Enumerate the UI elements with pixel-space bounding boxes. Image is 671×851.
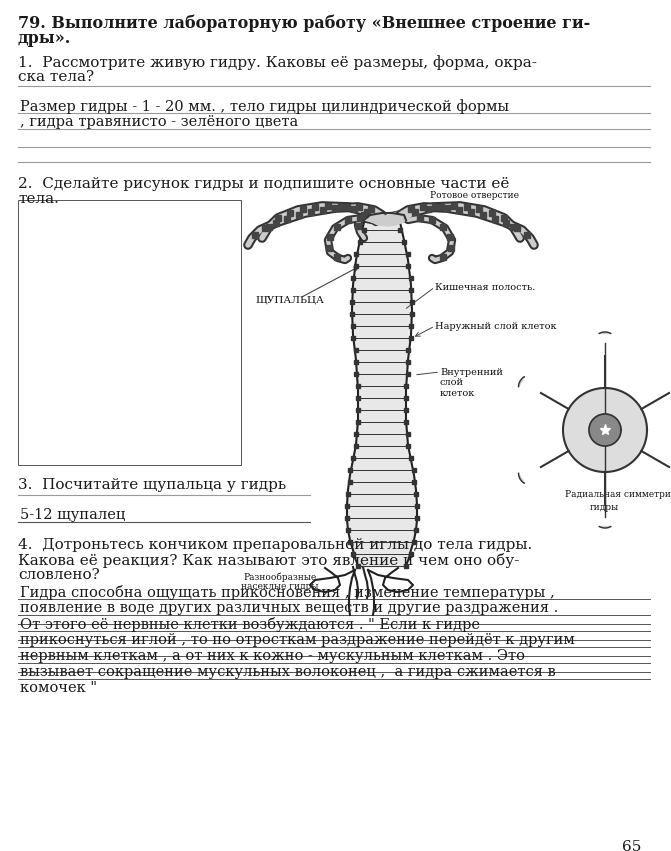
Text: 2.  Сделайте рисунок гидры и подпишите основные части её: 2. Сделайте рисунок гидры и подпишите ос… bbox=[18, 177, 509, 191]
Text: появление в воде других различных веществ и другие раздражения .: появление в воде других различных вещест… bbox=[20, 601, 558, 615]
Text: дры».: дры». bbox=[18, 30, 71, 47]
Text: ЩУПАЛЬЦА: ЩУПАЛЬЦА bbox=[255, 295, 324, 304]
Text: 79. Выполните лабораторную работу «Внешнее строение ги-: 79. Выполните лабораторную работу «Внешн… bbox=[18, 14, 590, 31]
Bar bbox=[18, 200, 241, 465]
Text: От этого её нервные клетки возбуждаются . " Если к гидре: От этого её нервные клетки возбуждаются … bbox=[20, 617, 480, 632]
Polygon shape bbox=[347, 222, 417, 567]
Text: , гидра травянисто - зелёного цвета: , гидра травянисто - зелёного цвета bbox=[20, 115, 298, 129]
Polygon shape bbox=[563, 388, 647, 472]
Polygon shape bbox=[599, 527, 611, 528]
Text: комочек ": комочек " bbox=[20, 681, 97, 695]
Text: вызывает сокращение мускульных волоконец ,  а гидра сжимается в: вызывает сокращение мускульных волоконец… bbox=[20, 665, 556, 679]
Text: 4.  Дотроньтесь кончиком препаровальной иглы до тела гидры.: 4. Дотроньтесь кончиком препаровальной и… bbox=[18, 538, 532, 552]
Polygon shape bbox=[589, 414, 621, 446]
Text: Кишечная полость.: Кишечная полость. bbox=[435, 283, 535, 292]
Text: Гидра способна ощущать прикосновения , изменение температуры ,: Гидра способна ощущать прикосновения , и… bbox=[20, 585, 555, 600]
Text: прикоснуться иглой , то по отросткам раздражение перейдёт к другим: прикоснуться иглой , то по отросткам раз… bbox=[20, 633, 575, 647]
Text: ска тела?: ска тела? bbox=[18, 70, 94, 84]
Text: Размер гидры - 1 - 20 мм. , тело гидры цилиндрической формы: Размер гидры - 1 - 20 мм. , тело гидры ц… bbox=[20, 99, 509, 114]
Text: 5-12 щупалец: 5-12 щупалец bbox=[20, 508, 125, 522]
Polygon shape bbox=[519, 377, 524, 386]
Text: словлено?: словлено? bbox=[18, 568, 100, 582]
Text: 3.  Посчитайте щупальца у гидрь: 3. Посчитайте щупальца у гидрь bbox=[18, 478, 286, 492]
Text: 65: 65 bbox=[622, 840, 641, 851]
Polygon shape bbox=[364, 214, 406, 226]
Text: Разнообразные: Разнообразные bbox=[244, 572, 317, 581]
Text: гидры: гидры bbox=[590, 503, 619, 512]
Text: нервным клеткам , а от них к кожно - мускульным клеткам . Это: нервным клеткам , а от них к кожно - мус… bbox=[20, 649, 525, 663]
Text: Радиальная симметрия: Радиальная симметрия bbox=[565, 490, 671, 499]
Polygon shape bbox=[519, 473, 524, 483]
Text: Ротовое отверстие: Ротовое отверстие bbox=[391, 191, 519, 213]
Text: Внутренний
слой
клеток: Внутренний слой клеток bbox=[440, 368, 503, 397]
Polygon shape bbox=[599, 332, 611, 334]
Text: Наружный слой клеток: Наружный слой клеток bbox=[435, 322, 557, 331]
Text: тела.: тела. bbox=[18, 192, 59, 206]
Text: 1.  Рассмотрите живую гидру. Каковы её размеры, форма, окра-: 1. Рассмотрите живую гидру. Каковы её ра… bbox=[18, 55, 537, 70]
Text: насеклые гидры: насеклые гидры bbox=[242, 582, 319, 591]
Text: Какова её реакция? Как называют это явление и чем оно обу-: Какова её реакция? Как называют это явле… bbox=[18, 553, 519, 568]
